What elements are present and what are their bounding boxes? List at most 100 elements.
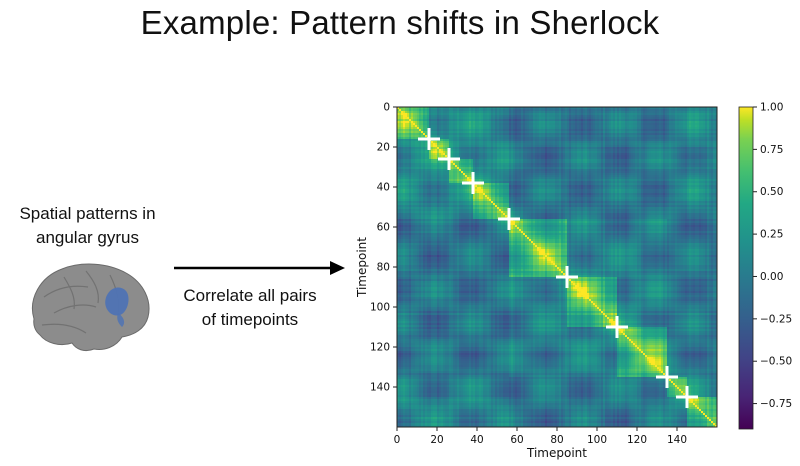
heatmap-cell <box>481 141 483 143</box>
heatmap-cell <box>405 163 407 165</box>
heatmap-cell <box>407 131 409 133</box>
heatmap-cell <box>659 111 661 113</box>
heatmap-cell <box>453 133 455 135</box>
heatmap-cell <box>527 159 529 161</box>
heatmap-cell <box>423 161 425 163</box>
heatmap-cell <box>633 115 635 117</box>
heatmap-cell <box>517 155 519 157</box>
heatmap-cell <box>537 129 539 131</box>
heatmap-cell <box>563 121 565 123</box>
heatmap-cell <box>585 113 587 115</box>
heatmap-cell <box>409 143 411 145</box>
heatmap-cell <box>677 125 679 127</box>
heatmap-cell <box>515 163 517 165</box>
heatmap-cell <box>667 153 669 155</box>
heatmap-cell <box>413 145 415 147</box>
heatmap-cell <box>549 153 551 155</box>
heatmap-cell <box>469 127 471 129</box>
heatmap-cell <box>581 161 583 163</box>
heatmap-cell <box>539 121 541 123</box>
heatmap-cell <box>411 111 413 113</box>
heatmap-cell <box>411 155 413 157</box>
heatmap-cell <box>655 143 657 145</box>
heatmap-cell <box>485 163 487 165</box>
heatmap-cell <box>643 143 645 145</box>
heatmap-cell <box>521 157 523 159</box>
heatmap-cell <box>701 125 703 127</box>
heatmap-cell <box>705 141 707 143</box>
heatmap-cell <box>575 137 577 139</box>
heatmap-cell <box>455 143 457 145</box>
heatmap-cell <box>447 127 449 129</box>
heatmap-cell <box>667 137 669 139</box>
heatmap-cell <box>491 119 493 121</box>
heatmap-cell <box>597 125 599 127</box>
heatmap-cell <box>657 127 659 129</box>
heatmap-cell <box>419 169 421 171</box>
heatmap-cell <box>437 131 439 133</box>
heatmap-cell <box>665 145 667 147</box>
heatmap-cell <box>629 165 631 167</box>
heatmap-cell <box>407 117 409 119</box>
heatmap-cell <box>705 137 707 139</box>
heatmap-cell <box>521 161 523 163</box>
heatmap-cell <box>505 131 507 133</box>
heatmap-cell <box>589 117 591 119</box>
heatmap-cell <box>569 153 571 155</box>
heatmap-cell <box>409 113 411 115</box>
heatmap-cell <box>709 161 711 163</box>
heatmap-cell <box>547 109 549 111</box>
heatmap-cell <box>675 127 677 129</box>
heatmap-cell <box>451 143 453 145</box>
heatmap-cell <box>691 159 693 161</box>
heatmap-cell <box>519 147 521 149</box>
heatmap-cell <box>681 117 683 119</box>
heatmap-cell <box>699 157 701 159</box>
heatmap-cell <box>605 149 607 151</box>
heatmap-cell <box>669 161 671 163</box>
heatmap-cell <box>669 125 671 127</box>
heatmap-cell <box>405 115 407 117</box>
heatmap-cell <box>663 121 665 123</box>
heatmap-cell <box>451 149 453 151</box>
heatmap-cell <box>689 131 691 133</box>
heatmap-cell <box>415 109 417 111</box>
heatmap-cell <box>499 149 501 151</box>
heatmap-cell <box>457 127 459 129</box>
heatmap-cell <box>539 111 541 113</box>
heatmap-cell <box>671 161 673 163</box>
heatmap-cell <box>451 109 453 111</box>
heatmap-cell <box>531 127 533 129</box>
heatmap-cell <box>641 165 643 167</box>
heatmap-cell <box>581 159 583 161</box>
heatmap-cell <box>457 145 459 147</box>
heatmap-cell <box>639 157 641 159</box>
heatmap-cell <box>573 137 575 139</box>
heatmap-cell <box>657 129 659 131</box>
heatmap-cell <box>439 135 441 137</box>
heatmap-cell <box>423 155 425 157</box>
heatmap-cell <box>571 115 573 117</box>
heatmap-cell <box>657 155 659 157</box>
heatmap-cell <box>463 145 465 147</box>
heatmap-cell <box>713 165 715 167</box>
heatmap-cell <box>533 153 535 155</box>
heatmap-cell <box>661 147 663 149</box>
heatmap-cell <box>471 123 473 125</box>
heatmap-cell <box>431 155 433 157</box>
heatmap-cell <box>709 117 711 119</box>
heatmap-cell <box>659 121 661 123</box>
heatmap-cell <box>551 165 553 167</box>
heatmap-cell <box>461 165 463 167</box>
heatmap-cell <box>615 151 617 153</box>
heatmap-cell <box>687 167 689 169</box>
heatmap-cell <box>647 155 649 157</box>
heatmap-cell <box>433 119 435 121</box>
heatmap-cell <box>513 113 515 115</box>
heatmap-cell <box>691 121 693 123</box>
heatmap-cell <box>625 159 627 161</box>
heatmap-cell <box>553 161 555 163</box>
heatmap-cell <box>441 129 443 131</box>
heatmap-cell <box>681 145 683 147</box>
heatmap-cell <box>531 167 533 169</box>
